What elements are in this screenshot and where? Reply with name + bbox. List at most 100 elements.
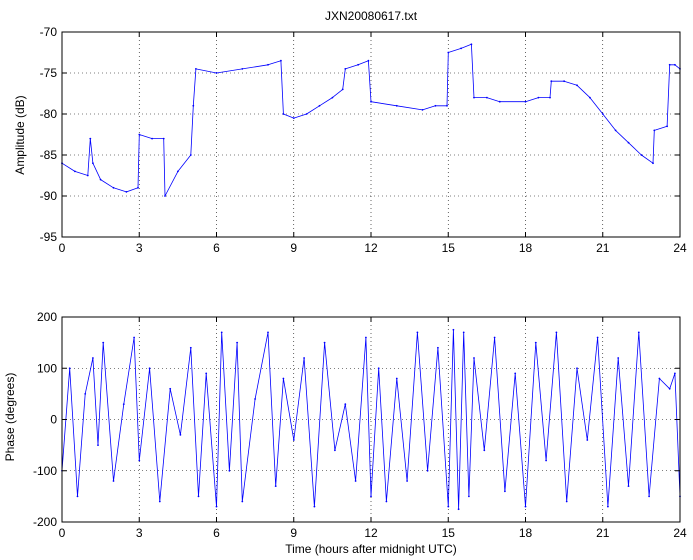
phase-data-point [385, 500, 388, 503]
phase-data-point [205, 372, 208, 375]
amplitude-data-point [640, 154, 643, 156]
phase-data-point [334, 449, 336, 452]
amplitude-data-point [614, 129, 617, 132]
phase-x-tick-label: 12 [364, 526, 378, 540]
phase-data-point [92, 357, 94, 359]
phase-y-tick-label: 100 [37, 361, 57, 375]
amplitude-data-point [367, 59, 370, 62]
phase-data-point [462, 331, 465, 334]
phase-data-point [68, 367, 71, 370]
amplitude-y-tick-label: -95 [40, 230, 58, 244]
amplitude-data-point [189, 154, 192, 156]
amplitude-data-point [138, 133, 141, 136]
phase-data-point [215, 505, 218, 508]
phase-data-point [370, 495, 372, 498]
phase-data-point [457, 508, 460, 511]
amplitude-data-point [267, 63, 269, 66]
amplitude-data-point [86, 174, 89, 177]
amplitude-data-point [470, 43, 473, 46]
amplitude-data-point [305, 113, 308, 115]
phase-data-point [179, 434, 182, 436]
phase-data-point [447, 505, 450, 508]
amplitude-data-point [460, 47, 462, 50]
phase-data-point [112, 480, 115, 482]
phase-data-point [473, 357, 475, 359]
amplitude-data-point [112, 186, 115, 189]
phase-x-tick-label: 21 [596, 526, 610, 540]
amplitude-x-tick-label: 15 [442, 241, 456, 255]
amplitude-data-point [652, 162, 654, 165]
amplitude-data-point [549, 96, 551, 99]
amplitude-x-tick-label: 9 [290, 241, 297, 255]
amplitude-x-tick-label: 0 [59, 241, 66, 255]
amplitude-data-point [74, 170, 76, 173]
phase-chart: Time (hours after midnight UTC) Phase (d… [3, 310, 687, 556]
phase-data-point [504, 490, 506, 493]
phase-data-point [228, 469, 231, 472]
phase-data-point [426, 469, 429, 472]
phase-y-tick-label: 0 [50, 413, 57, 427]
amplitude-x-tick-label: 24 [673, 241, 687, 255]
phase-data-point [189, 346, 192, 349]
phase-data-point [267, 331, 269, 334]
phase-x-tick-label: 3 [136, 526, 143, 540]
amplitude-series-line [61, 43, 681, 197]
amplitude-data-point [357, 63, 359, 66]
phase-data-point [169, 387, 172, 390]
phase-data-point [555, 331, 558, 334]
amplitude-data-point [395, 104, 398, 107]
amplitude-data-point [89, 137, 92, 140]
phase-data-point [197, 495, 200, 498]
amplitude-data-point [486, 96, 488, 99]
phase-x-tick-label: 24 [673, 526, 687, 540]
amplitude-data-point [666, 125, 668, 128]
amplitude-data-point [446, 104, 448, 107]
phase-data-point [76, 495, 79, 498]
phase-x-tick-label: 0 [59, 526, 66, 540]
phase-data-point [102, 341, 105, 344]
phase-x-tick-label: 15 [442, 526, 456, 540]
amplitude-data-point [99, 178, 102, 181]
phase-data-point [596, 336, 599, 339]
phase-data-point [524, 505, 527, 508]
phase-data-point [158, 500, 161, 503]
amplitude-data-point [668, 63, 671, 66]
amplitude-y-axis-label: Amplitude (dB) [13, 95, 27, 174]
phase-data-point [493, 336, 496, 339]
phase-data-point [395, 377, 398, 380]
amplitude-data-point [421, 109, 424, 111]
amplitude-data-point [434, 104, 437, 107]
amplitude-data-point [292, 117, 295, 119]
phase-data-point [292, 439, 295, 441]
phase-data-point [274, 485, 277, 487]
amplitude-y-tick-label: -70 [40, 25, 58, 39]
phase-data-point [674, 372, 676, 375]
phase-data-point [241, 500, 244, 503]
amplitude-data-point [282, 113, 285, 115]
amplitude-data-point [370, 100, 372, 103]
amplitude-x-tick-label: 3 [136, 241, 143, 255]
phase-y-tick-label: -100 [33, 464, 57, 478]
phase-data-point [648, 495, 650, 498]
amplitude-data-point [674, 63, 676, 66]
phase-x-tick-label: 6 [213, 526, 220, 540]
amplitude-y-tick-label: -80 [40, 107, 58, 121]
amplitude-data-point [162, 137, 165, 140]
phase-y-tick-label: 200 [37, 310, 57, 324]
phase-data-point [220, 331, 223, 334]
phase-data-point [97, 444, 99, 446]
amplitude-data-point [473, 96, 475, 99]
amplitude-data-point [563, 80, 565, 83]
phase-x-axis-label: Time (hours after midnight UTC) [285, 542, 457, 556]
amplitude-data-point [341, 88, 344, 91]
amplitude-data-point [151, 137, 154, 140]
phase-data-point [406, 480, 408, 482]
phase-data-point [282, 377, 285, 380]
phase-data-point [617, 357, 620, 359]
phase-data-point [437, 346, 439, 349]
phase-series-line [61, 329, 681, 510]
phase-data-point [468, 495, 470, 498]
amplitude-data-point [344, 68, 347, 70]
amplitude-data-point [331, 96, 334, 99]
phase-data-point [323, 341, 326, 344]
